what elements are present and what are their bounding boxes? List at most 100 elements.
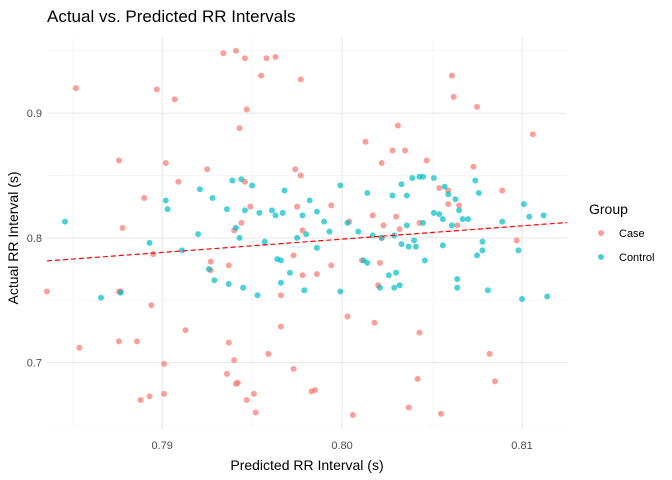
data-point-case <box>486 350 493 357</box>
data-point-case <box>236 125 243 132</box>
data-point-control <box>421 257 428 264</box>
data-point-control <box>465 216 472 223</box>
data-point-case <box>220 50 227 57</box>
data-point-case <box>115 338 122 345</box>
data-point-control <box>393 269 400 276</box>
data-point-control <box>195 231 202 238</box>
legend-label-control: Control <box>619 252 654 264</box>
data-point-case <box>207 258 214 265</box>
data-point-case <box>297 172 304 179</box>
y-tick-label: 0.9 <box>27 108 42 120</box>
data-point-control <box>405 243 412 250</box>
data-point-control <box>412 243 419 250</box>
data-point-control <box>97 294 104 301</box>
data-point-control <box>301 287 308 294</box>
data-point-case <box>238 219 245 226</box>
data-point-case <box>362 138 369 145</box>
legend: Group Case Control <box>589 201 654 264</box>
data-point-case <box>450 93 457 100</box>
data-point-case <box>414 375 421 382</box>
x-tick-labels: 0.79 0.80 0.81 <box>151 440 532 452</box>
data-point-control <box>409 174 416 181</box>
data-point-case <box>529 131 536 138</box>
data-point-control <box>474 252 481 259</box>
data-point-control <box>544 293 551 300</box>
data-point-case <box>150 251 157 258</box>
data-point-case <box>175 178 182 185</box>
data-point-control <box>403 222 410 229</box>
data-point-case <box>378 160 385 167</box>
data-point-case <box>250 390 257 397</box>
data-point-control <box>420 173 427 180</box>
data-point-control <box>268 207 275 214</box>
data-point-control <box>294 234 301 241</box>
data-point-case <box>448 72 455 79</box>
data-point-control <box>61 218 68 225</box>
reference-line <box>46 221 568 262</box>
data-point-control <box>337 182 344 189</box>
data-point-case <box>44 288 50 295</box>
data-point-case <box>328 202 335 209</box>
points-layer <box>44 47 551 419</box>
data-point-control <box>479 247 486 254</box>
data-point-control <box>364 189 371 196</box>
data-point-control <box>439 216 446 223</box>
data-point-control <box>499 218 506 225</box>
data-point-case <box>369 212 376 219</box>
legend-label-case: Case <box>619 228 645 240</box>
data-point-case <box>294 203 301 210</box>
data-point-control <box>396 282 403 289</box>
data-point-case <box>153 86 160 93</box>
legend-key-control <box>598 254 604 260</box>
data-point-case <box>371 319 378 326</box>
data-point-control <box>526 213 533 220</box>
data-point-case <box>456 202 463 209</box>
y-tick-labels: 0.7 0.8 0.9 <box>27 108 42 370</box>
data-point-control <box>519 296 526 302</box>
data-point-case <box>297 76 304 83</box>
data-point-case <box>72 85 79 92</box>
data-point-case <box>299 227 306 234</box>
data-point-control <box>162 197 169 204</box>
data-point-control <box>398 181 405 188</box>
data-point-control <box>225 281 232 288</box>
data-point-control <box>274 256 281 263</box>
data-point-case <box>389 147 396 154</box>
data-point-case <box>76 344 83 351</box>
data-point-case <box>231 357 238 364</box>
data-point-case <box>349 412 356 419</box>
data-point-case <box>290 252 297 259</box>
y-tick-label: 0.7 <box>27 358 42 370</box>
x-tick-label: 0.79 <box>151 440 172 452</box>
y-tick-label: 0.8 <box>27 233 42 245</box>
data-point-case <box>137 397 144 404</box>
data-point-case <box>405 404 412 411</box>
data-point-case <box>290 365 297 372</box>
data-point-control <box>164 206 171 213</box>
data-point-control <box>313 208 320 215</box>
chart-title: Actual vs. Predicted RR Intervals <box>47 7 295 26</box>
data-point-case <box>344 313 351 320</box>
data-point-case <box>402 147 409 154</box>
data-point-case <box>146 393 153 400</box>
data-point-control <box>403 192 410 199</box>
data-point-control <box>459 216 466 223</box>
data-point-control <box>472 177 479 184</box>
data-point-control <box>520 201 527 208</box>
data-point-control <box>313 244 320 251</box>
data-point-control <box>430 174 437 181</box>
data-point-case <box>160 390 167 397</box>
grid-major <box>47 37 567 430</box>
data-point-control <box>454 276 461 283</box>
data-point-case <box>312 387 319 394</box>
data-point-control <box>229 177 236 184</box>
data-point-case <box>436 184 443 191</box>
data-point-case <box>204 166 211 173</box>
data-point-case <box>223 370 230 377</box>
data-point-case <box>328 262 335 269</box>
data-point-case <box>393 213 400 220</box>
data-point-case <box>470 163 477 170</box>
data-point-control <box>452 196 459 203</box>
data-point-control <box>479 238 486 245</box>
